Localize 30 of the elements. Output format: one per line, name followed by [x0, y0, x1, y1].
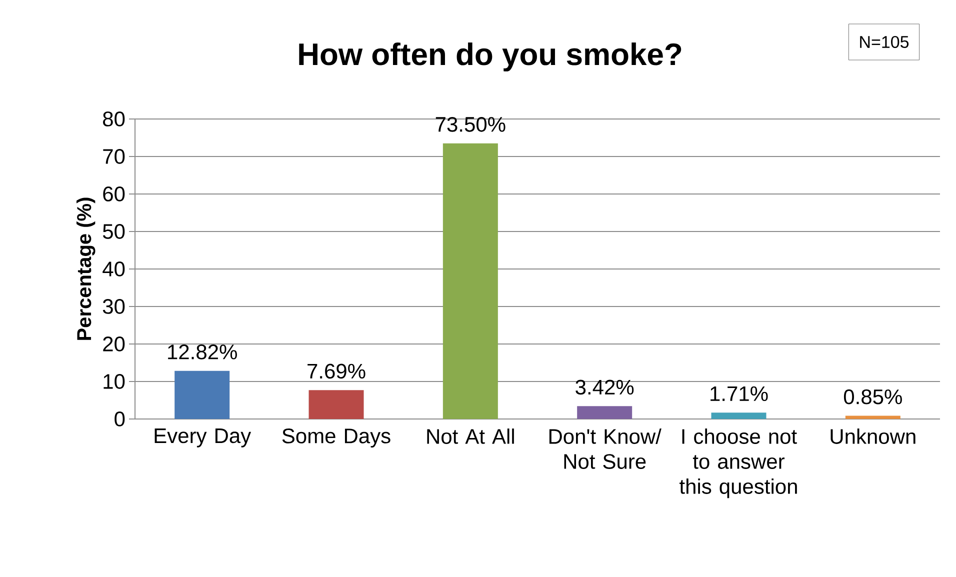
y-tick-label: 20	[103, 336, 125, 352]
y-tick-label: 30	[102, 299, 125, 314]
y-tick-label: 80	[103, 112, 125, 126]
text: N=105	[860, 36, 909, 48]
y-tick-label: 60	[103, 186, 125, 202]
bar	[845, 416, 900, 419]
y-tick-label: 10	[104, 374, 125, 389]
bar	[711, 412, 766, 419]
data-label: 0.85%	[844, 389, 902, 404]
x-tick-label: Every Day	[154, 428, 252, 448]
x-tick-label: Some Days	[282, 428, 390, 448]
chart-title: How often do you smoke?	[299, 42, 682, 72]
data-label: 1.71%	[710, 386, 768, 402]
bar	[577, 406, 632, 419]
y-tick-label: 50	[102, 224, 125, 239]
data-label: 3.42%	[576, 380, 634, 395]
y-tick-label: 70	[103, 149, 125, 164]
data-label: 73.50%	[436, 116, 506, 132]
bar	[174, 370, 230, 419]
y-tick-label: 40	[102, 262, 125, 276]
bar	[442, 143, 498, 419]
x-tick-label: Don't Know/ Not Sure	[549, 428, 662, 469]
bar	[308, 390, 364, 419]
x-tick-label: I choose not to answer this question	[680, 428, 797, 498]
x-tick-label: Unknown	[830, 428, 916, 444]
x-tick-label: Not At All	[427, 428, 514, 444]
data-label: 7.69%	[308, 364, 366, 379]
data-label: 12.82%	[168, 344, 237, 360]
y-axis-title: Percentage (%)	[76, 198, 96, 340]
y-tick-label: 0	[114, 412, 125, 426]
